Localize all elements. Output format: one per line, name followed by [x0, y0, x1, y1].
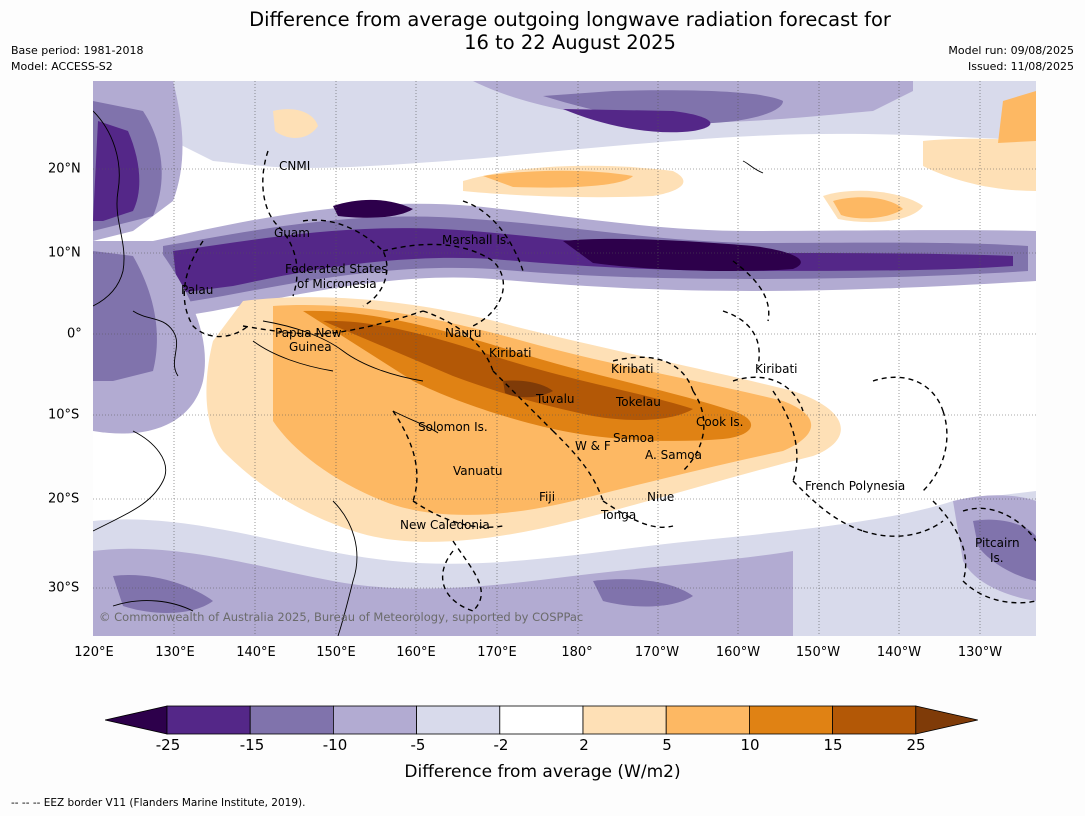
cb-tick-label: 2 — [579, 736, 589, 754]
label-fsm-1: Federated States — [285, 262, 387, 276]
eez-footnote: -- -- -- EEZ border V11 (Flanders Marine… — [11, 797, 306, 809]
colorbar-segment — [749, 705, 834, 735]
lon-label-170w: 170°W — [634, 645, 680, 660]
label-wf: W & F — [575, 439, 611, 453]
cb-tick-label: -25 — [155, 736, 181, 754]
lon-label-180: 180° — [561, 645, 593, 660]
colorbar-extension-low — [105, 705, 168, 735]
label-new-caledonia: New Caledonia — [400, 518, 490, 532]
meta-left: Base period: 1981-2018 Model: ACCESS-S2 — [11, 43, 143, 75]
lat-label-10s: 10°S — [48, 407, 80, 423]
colorbar-segment — [665, 705, 750, 735]
label-fiji: Fiji — [539, 490, 555, 504]
model-name: Model: ACCESS-S2 — [11, 60, 113, 73]
lon-label-130w: 130°W — [957, 645, 1003, 660]
title-line-2: 16 to 22 August 2025 — [464, 31, 676, 54]
label-tonga: Tonga — [600, 508, 636, 522]
cb-tick-label: 15 — [823, 736, 843, 754]
colorbar-extension-high — [915, 705, 978, 735]
base-period: Base period: 1981-2018 — [11, 44, 144, 57]
label-palau: Palau — [181, 283, 213, 297]
lon-label-150e: 150°E — [316, 645, 356, 660]
label-nauru: Nauru — [445, 326, 481, 340]
label-samoa: Samoa — [613, 431, 654, 445]
colorbar-segment — [332, 705, 417, 735]
label-american-samoa: A. Samoa — [645, 448, 702, 462]
issued-date: Issued: 11/08/2025 — [967, 60, 1074, 73]
label-marshall: Marshall Is. — [442, 233, 510, 247]
label-pitcairn-2: Is. — [990, 551, 1004, 565]
colorbar-segment — [416, 705, 501, 735]
label-vanuatu: Vanuatu — [453, 464, 503, 478]
colorbar-segments — [105, 705, 978, 735]
title-line-1: Difference from average outgoing longwav… — [249, 8, 891, 31]
place-labels: CNMI Guam Marshall Is. Federated States … — [181, 159, 1020, 565]
cb-tick-label: 10 — [740, 736, 760, 754]
label-guam: Guam — [274, 226, 310, 240]
olr-anomaly-map: CNMI Guam Marshall Is. Federated States … — [93, 81, 1036, 636]
cb-tick-label: 5 — [662, 736, 672, 754]
label-cook: Cook Is. — [696, 415, 743, 429]
copyright-notice: © Commonwealth of Australia 2025, Bureau… — [99, 610, 583, 624]
cb-tick-label: -10 — [322, 736, 348, 754]
cb-tick-label: 25 — [906, 736, 926, 754]
lat-label-30s: 30°S — [48, 580, 80, 596]
lon-label-140w: 140°W — [876, 645, 922, 660]
lon-label-130e: 130°E — [155, 645, 195, 660]
coastlines — [93, 110, 764, 636]
colorbar — [105, 705, 978, 735]
eez-borders — [183, 150, 1036, 612]
colorbar-segment — [249, 705, 334, 735]
colorbar-segment — [499, 705, 584, 735]
label-png-1: Papua New — [275, 326, 342, 340]
label-niue: Niue — [647, 490, 674, 504]
lat-label-10n: 10°N — [48, 245, 81, 261]
label-png-2: Guinea — [289, 340, 332, 354]
cb-tick-label: -15 — [239, 736, 265, 754]
label-kiribati-central: Kiribati — [611, 362, 653, 376]
label-kiribati-east: Kiribati — [755, 362, 797, 376]
meta-right: Model run: 09/08/2025 Issued: 11/08/2025 — [948, 43, 1074, 75]
label-tuvalu: Tuvalu — [535, 392, 575, 406]
label-pitcairn-1: Pitcairn — [975, 536, 1020, 550]
lon-label-160w: 160°W — [715, 645, 761, 660]
lon-label-150w: 150°W — [795, 645, 841, 660]
cb-tick-label: -5 — [410, 736, 426, 754]
lon-label-140e: 140°E — [236, 645, 276, 660]
label-kiribati-west: Kiribati — [489, 346, 531, 360]
colorbar-title: Difference from average (W/m2) — [404, 762, 681, 782]
map-title: Difference from average outgoing longwav… — [0, 8, 1085, 54]
label-solomon: Solomon Is. — [418, 420, 488, 434]
label-fsm-2: of Micronesia — [297, 277, 377, 291]
anomaly-fill-layer — [93, 81, 1036, 636]
lat-label-20n: 20°N — [48, 161, 81, 177]
label-french-polynesia: French Polynesia — [805, 479, 905, 493]
label-tokelau: Tokelau — [615, 395, 661, 409]
graticule — [93, 81, 1036, 636]
model-run: Model run: 09/08/2025 — [948, 44, 1074, 57]
label-cnmi: CNMI — [279, 159, 310, 173]
colorbar-segment — [832, 705, 917, 735]
lat-label-20s: 20°S — [48, 491, 80, 507]
cb-tick-label: -2 — [493, 736, 509, 754]
lon-label-160e: 160°E — [396, 645, 436, 660]
lat-label-equator: 0° — [67, 326, 82, 342]
lon-label-120e: 120°E — [74, 645, 114, 660]
lon-label-170e: 170°E — [477, 645, 517, 660]
colorbar-segment — [582, 705, 667, 735]
colorbar-segment — [166, 705, 251, 735]
